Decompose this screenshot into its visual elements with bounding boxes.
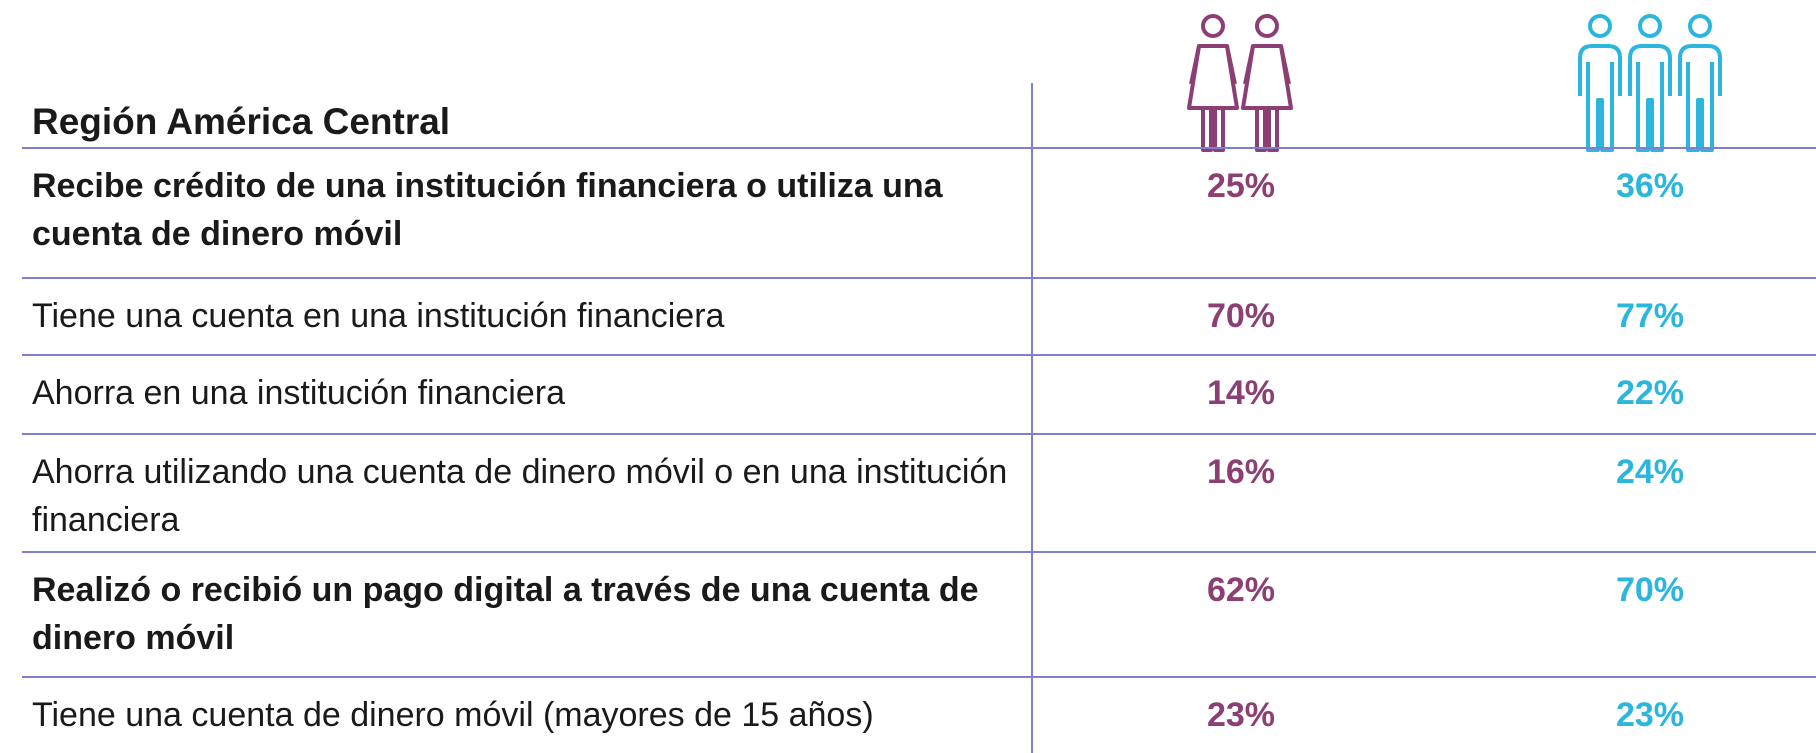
- women-value: 70%: [1206, 297, 1276, 335]
- row-label: Tiene una cuenta de dinero móvil (mayore…: [32, 696, 874, 734]
- men-value: 77%: [1615, 297, 1685, 335]
- women-value: 25%: [1206, 167, 1276, 205]
- woman-icon: [1241, 14, 1293, 152]
- row-divider: [22, 354, 1816, 356]
- row-divider: [22, 147, 1816, 149]
- women-value: 62%: [1206, 571, 1276, 609]
- man-icon: [1578, 14, 1622, 152]
- row-label: Ahorra utilizando una cuenta de dinero m…: [32, 453, 1008, 539]
- men-value: 70%: [1615, 571, 1685, 609]
- men-value: 23%: [1615, 696, 1685, 734]
- row-label: Ahorra en una institución financiera: [32, 374, 565, 412]
- men-value: 24%: [1615, 453, 1685, 491]
- women-value: 14%: [1206, 374, 1276, 412]
- row-divider: [22, 551, 1816, 553]
- women-value: 16%: [1206, 453, 1276, 491]
- row-label: Recibe crédito de una institución financ…: [32, 167, 943, 253]
- column-divider: [1031, 83, 1033, 753]
- woman-icon: [1187, 14, 1239, 152]
- row-divider: [22, 433, 1816, 435]
- women-value: 23%: [1206, 696, 1276, 734]
- men-value: 36%: [1615, 167, 1685, 205]
- man-icon: [1678, 14, 1722, 152]
- table-title: Región América Central: [32, 101, 451, 142]
- row-divider: [22, 676, 1816, 678]
- row-label: Realizó o recibió un pago digital a trav…: [32, 571, 979, 657]
- row-divider: [22, 277, 1816, 279]
- row-label: Tiene una cuenta en una institución fina…: [32, 297, 725, 335]
- men-value: 22%: [1615, 374, 1685, 412]
- man-icon: [1628, 14, 1672, 152]
